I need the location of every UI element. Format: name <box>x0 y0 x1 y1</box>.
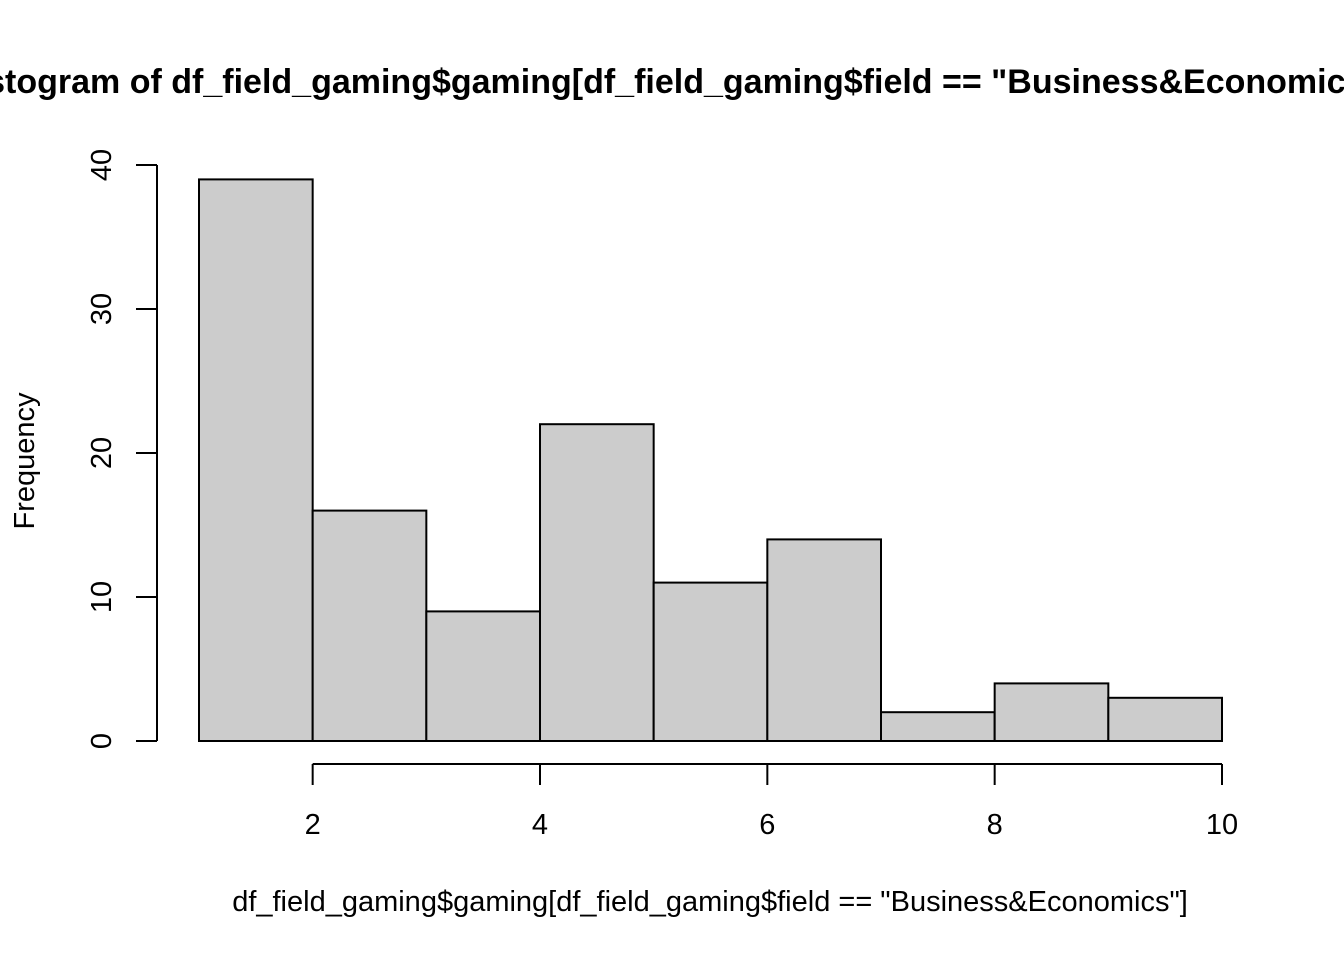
x-tick-label: 4 <box>532 809 548 841</box>
x-axis-label: df_field_gaming$gaming[df_field_gaming$f… <box>232 886 1188 918</box>
y-axis-label: Frequency <box>9 392 41 530</box>
y-axis: 0 10 20 30 40 <box>86 149 158 749</box>
histogram-bar-3 <box>425 610 542 743</box>
y-tick-label: 20 <box>86 437 118 469</box>
histogram-bar-5 <box>652 581 769 742</box>
histogram-bars <box>198 178 1224 743</box>
histogram-bar-4 <box>539 423 655 742</box>
y-tick-label: 10 <box>86 581 118 613</box>
y-axis-ticks: 0 10 20 30 40 <box>86 149 157 749</box>
y-tick-label: 40 <box>86 149 118 181</box>
y-tick-label: 0 <box>86 733 118 749</box>
chart-title: Histogram of df_field_gaming$gaming[df_f… <box>0 63 1344 101</box>
histogram-bar-1 <box>198 178 314 742</box>
x-tick-label: 10 <box>1206 809 1238 841</box>
histogram-bar-6 <box>766 538 882 743</box>
x-axis-ticks: 2 4 6 8 10 <box>305 764 1238 841</box>
x-axis: 2 4 6 8 10 <box>305 763 1238 841</box>
x-tick-label: 6 <box>759 809 775 841</box>
y-tick-label: 30 <box>86 293 118 325</box>
histogram-bar-9 <box>1107 696 1224 742</box>
histogram-bar-7 <box>880 711 996 743</box>
x-tick-label: 2 <box>305 809 321 841</box>
histogram-bar-8 <box>993 682 1110 743</box>
x-tick-label: 8 <box>987 809 1003 841</box>
histogram-bar-2 <box>311 509 428 742</box>
